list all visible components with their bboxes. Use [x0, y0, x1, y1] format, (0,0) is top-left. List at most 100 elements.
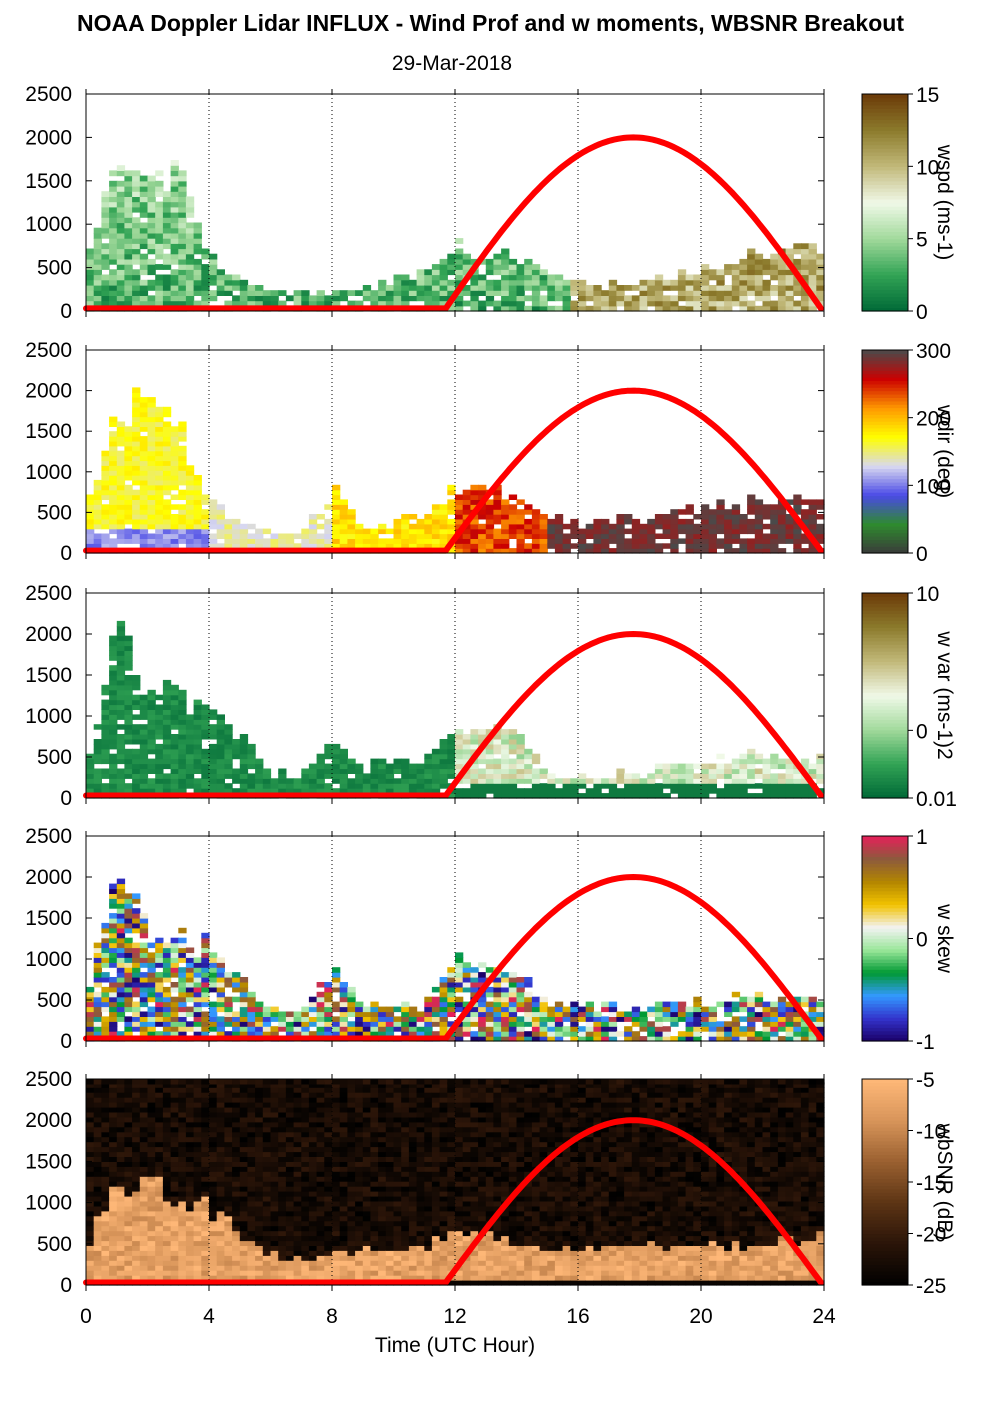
heatmap-cell [132, 1102, 141, 1108]
heatmap-cell [147, 724, 156, 730]
heatmap-cell [139, 788, 149, 794]
heatmap-cell [155, 1116, 164, 1123]
heatmap-cell [116, 258, 126, 265]
heatmap-cell [662, 528, 671, 535]
heatmap-cell [109, 514, 118, 520]
heatmap-cell [393, 518, 402, 525]
heatmap-cell [255, 533, 264, 539]
heatmap-cell [554, 279, 564, 286]
heatmap-cell [516, 523, 525, 530]
heatmap-cell [139, 1079, 149, 1085]
heatmap-cell [139, 962, 149, 968]
heatmap-cell [193, 1151, 202, 1157]
heatmap-cell [793, 499, 802, 505]
heatmap-cell [685, 1006, 694, 1013]
heatmap-cell [524, 758, 533, 765]
heatmap-cell [554, 295, 564, 302]
heatmap-cell [93, 1092, 102, 1098]
heatmap-cell [585, 548, 594, 554]
heatmap-cell [132, 1006, 141, 1013]
heatmap-cell [162, 290, 172, 296]
heatmap-cell [170, 279, 179, 286]
heatmap-cell [777, 274, 787, 281]
heatmap-cell [132, 238, 141, 244]
heatmap-cell [508, 982, 518, 988]
colorbar-tick-label: 0 [916, 929, 928, 952]
heatmap-cell [800, 264, 810, 270]
heatmap-cell [124, 768, 133, 774]
heatmap-cell [116, 170, 126, 177]
heatmap-cell [347, 509, 356, 515]
heatmap-cell [193, 719, 202, 725]
heatmap-cell [347, 788, 356, 794]
colorbar-segment [862, 661, 908, 666]
heatmap-cell [216, 285, 225, 291]
heatmap-cell [793, 1011, 802, 1017]
heatmap-cell [109, 1210, 118, 1217]
heatmap-cell [462, 967, 471, 973]
heatmap-cell [408, 1021, 418, 1027]
heatmap-cell [647, 538, 656, 544]
colorbar-tick-label: 1 [916, 826, 928, 849]
heatmap-cell [285, 778, 295, 784]
heatmap-cell [724, 514, 733, 520]
heatmap-cell [216, 1006, 225, 1013]
heatmap-cell [162, 1001, 172, 1008]
heatmap-cell [501, 248, 510, 255]
heatmap-cell [470, 1016, 479, 1022]
heatmap-cell [470, 763, 479, 770]
heatmap-cell [178, 1087, 187, 1093]
heatmap-cell [116, 1196, 126, 1202]
heatmap-cell [162, 253, 172, 260]
heatmap-cell [508, 514, 518, 520]
heatmap-cell [570, 783, 579, 789]
heatmap-cell [478, 1001, 487, 1008]
colorbar-segment [862, 289, 908, 294]
colorbar-segment [862, 307, 908, 312]
heatmap-cell [232, 977, 241, 983]
heatmap-cell [478, 1021, 487, 1027]
heatmap-cell [193, 484, 202, 491]
heatmap-cell [193, 1001, 202, 1008]
heatmap-cell [193, 783, 202, 789]
heatmap-cell [170, 788, 179, 794]
heatmap-cell [355, 543, 364, 549]
heatmap-cell [339, 986, 348, 993]
heatmap-cell [178, 470, 187, 476]
heatmap-cell [747, 518, 756, 525]
heatmap-cell [224, 538, 233, 544]
heatmap-cell [570, 793, 579, 799]
heatmap-cell [332, 753, 341, 760]
heatmap-cell [178, 274, 187, 281]
heatmap-cell [255, 763, 264, 770]
heatmap-cell [101, 1082, 110, 1088]
heatmap-cell [508, 743, 518, 750]
heatmap-cell [93, 1171, 102, 1177]
heatmap-cell [170, 1186, 179, 1192]
heatmap-cell [86, 543, 95, 549]
heatmap-cell [493, 305, 502, 312]
heatmap-cell [124, 445, 133, 452]
heatmap-cell [155, 1210, 164, 1217]
heatmap-cell [424, 295, 433, 302]
heatmap-cell [308, 518, 318, 525]
heatmap-cell [124, 1215, 133, 1222]
heatmap-cell [439, 996, 448, 1003]
heatmap-cell [554, 305, 564, 312]
heatmap-cell [808, 768, 817, 774]
colorbar-segment [862, 962, 908, 967]
heatmap-cell [216, 734, 225, 740]
heatmap-cell [508, 264, 518, 270]
heatmap-cell [724, 290, 733, 296]
heatmap-cell [524, 1036, 533, 1042]
heatmap-cell [447, 1021, 456, 1027]
heatmap-cell [116, 927, 126, 934]
heatmap-cell [170, 222, 179, 229]
heatmap-cell [716, 518, 725, 525]
heatmap-cell [501, 504, 510, 510]
heatmap-cell [777, 778, 787, 784]
heatmap-cell [424, 758, 433, 765]
heatmap-cell [770, 783, 779, 789]
heatmap-cell [124, 684, 133, 691]
heatmap-cell [93, 227, 102, 234]
